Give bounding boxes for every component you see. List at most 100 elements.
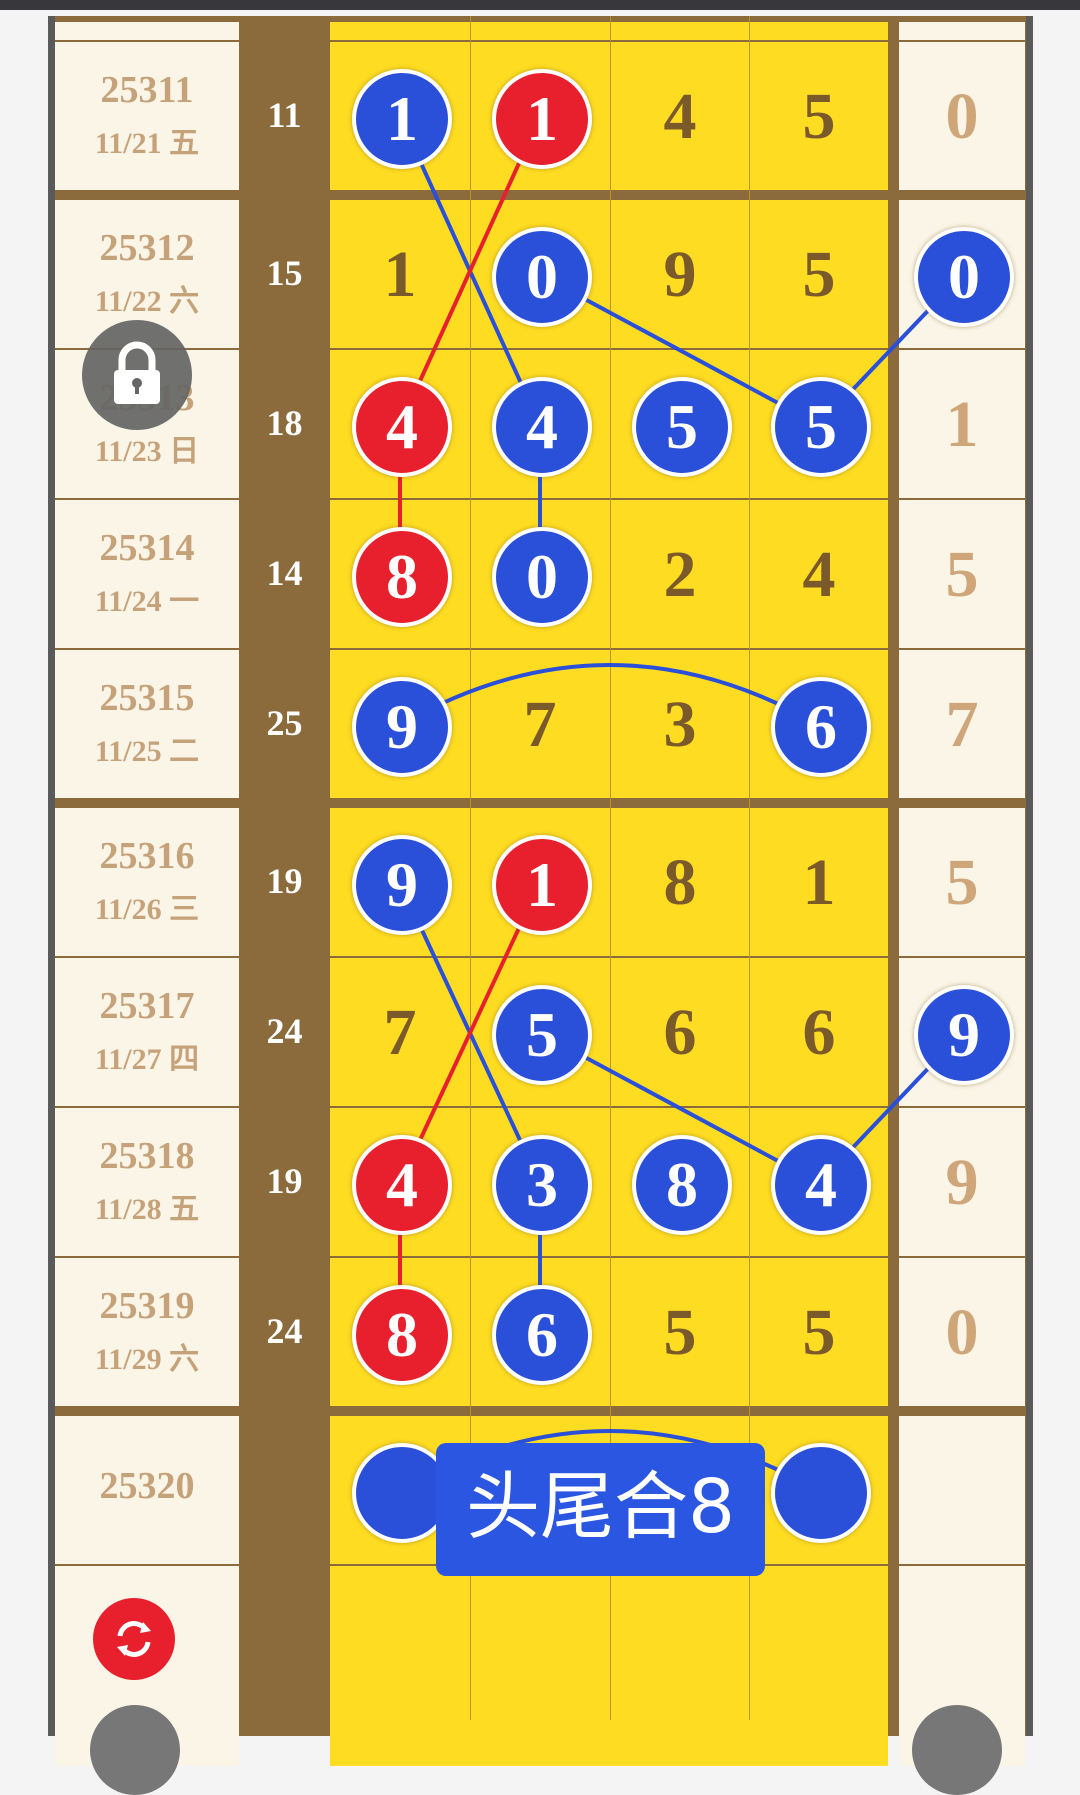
column-divider xyxy=(470,16,471,1720)
blue-ball: 6 xyxy=(771,677,871,777)
digit-sum: 11 xyxy=(267,95,302,135)
right-cell xyxy=(899,1108,1025,1256)
right-cell xyxy=(899,808,1025,956)
digit: 5 xyxy=(802,80,836,153)
sum-cell: 19 xyxy=(239,808,330,956)
issue-cell: 25314 11/24 一 xyxy=(55,500,239,648)
issue-date: 11/23 日 xyxy=(94,435,200,468)
red-ball: 8 xyxy=(352,1285,452,1385)
issue-number: 25316 xyxy=(99,835,195,877)
issue-date: 11/26 三 xyxy=(94,893,200,926)
blue-ball: 0 xyxy=(492,227,592,327)
red-ball: 8 xyxy=(352,527,452,627)
digit: 8 xyxy=(663,846,697,919)
sum-cell: 18 xyxy=(239,350,330,498)
digit: 9 xyxy=(663,238,697,311)
column-divider xyxy=(749,16,750,1720)
issue-cell: 25318 11/28 五 xyxy=(55,1108,239,1256)
digit-sum: 19 xyxy=(266,1161,303,1201)
digit: 7 xyxy=(383,996,417,1069)
red-ball: 4 xyxy=(352,377,452,477)
digit-sum: 18 xyxy=(266,403,303,443)
issue-cell: 25319 11/29 六 xyxy=(55,1258,239,1406)
digit-sum: 14 xyxy=(266,553,303,593)
digit-sum: 24 xyxy=(266,1311,303,1351)
refresh-icon xyxy=(117,1621,151,1657)
bottom-left-button[interactable] xyxy=(90,1705,180,1795)
issue-number: 25311 xyxy=(100,69,194,111)
refresh-button[interactable] xyxy=(93,1598,175,1680)
issue-date: 11/27 四 xyxy=(94,1043,200,1076)
red-trend-line xyxy=(398,116,542,426)
issue-cell: 25316 11/26 三 xyxy=(55,808,239,956)
digit-sum: 25 xyxy=(266,703,303,743)
digit: 1 xyxy=(802,846,836,919)
remainder-digit xyxy=(912,1441,1012,1541)
blue-ball: 4 xyxy=(492,377,592,477)
digit-sum: 24 xyxy=(266,1011,303,1051)
digit: 7 xyxy=(523,688,557,761)
red-trend-line xyxy=(398,882,542,1184)
blue-ball xyxy=(352,1443,452,1543)
right-cell xyxy=(899,650,1025,798)
right-cell xyxy=(899,42,1025,190)
issue-cell: 25311 11/21 五 xyxy=(55,42,239,190)
digit: 4 xyxy=(663,80,697,153)
digits-cell xyxy=(330,200,888,348)
issue-number: 25314 xyxy=(99,527,195,569)
issue-date: 11/29 六 xyxy=(94,1343,200,1376)
issue-number: 25319 xyxy=(99,1285,195,1327)
blue-ball: 9 xyxy=(352,835,452,935)
issue-number: 25315 xyxy=(99,677,195,719)
issue-date: 11/22 六 xyxy=(94,285,200,318)
blue-ball: 0 xyxy=(492,527,592,627)
blue-ball: 3 xyxy=(492,1135,592,1235)
column-divider xyxy=(610,16,611,1720)
blue-trend-line xyxy=(399,663,820,727)
sum-cell: 24 xyxy=(239,1258,330,1406)
issue-date: 11/25 二 xyxy=(94,735,200,768)
lock-button[interactable] xyxy=(82,320,192,430)
blue-ball: 1 xyxy=(352,69,452,169)
issue-cell: 25315 11/25 二 xyxy=(55,650,239,798)
issue-date: 11/24 一 xyxy=(94,585,200,618)
issue-date: 11/28 五 xyxy=(94,1193,200,1226)
digit: 4 xyxy=(802,538,836,611)
right-cell xyxy=(899,1416,1025,1564)
sum-cell: 11 xyxy=(239,42,330,190)
issue-date: 11/21 五 xyxy=(94,127,200,160)
right-cell xyxy=(899,500,1025,648)
issue-number: 25312 xyxy=(99,227,195,269)
sum-cell: 25 xyxy=(239,650,330,798)
remainder-digit: 0 xyxy=(945,1296,979,1369)
blue-ball: 5 xyxy=(771,377,871,477)
blue-ball: 5 xyxy=(492,985,592,1085)
remainder-digit: 0 xyxy=(945,80,979,153)
digit: 6 xyxy=(802,996,836,1069)
digit: 1 xyxy=(383,238,417,311)
right-cell xyxy=(899,1258,1025,1406)
digit: 2 xyxy=(663,538,697,611)
remainder-digit: 5 xyxy=(945,538,979,611)
remainder-digit: 9 xyxy=(945,1146,979,1219)
issue-cell: 25317 11/27 四 xyxy=(55,958,239,1106)
right-header xyxy=(899,22,1025,40)
issue-number: 25320 xyxy=(99,1465,195,1507)
remainder-digit: 7 xyxy=(945,688,979,761)
issue-cell: 25320 xyxy=(55,1416,239,1564)
right-cell xyxy=(899,350,1025,498)
sum-cell: 14 xyxy=(239,500,330,648)
digit: 5 xyxy=(802,1296,836,1369)
left-header xyxy=(55,22,239,40)
bottom-right-button[interactable] xyxy=(912,1705,1002,1795)
blue-trend-line xyxy=(539,1031,820,1185)
prediction-label: 头尾合8 xyxy=(436,1443,765,1576)
issue-number: 25318 xyxy=(99,1135,195,1177)
blue-ball: 4 xyxy=(771,1135,871,1235)
blue-ball: 0 xyxy=(914,227,1014,327)
sum-cell: 24 xyxy=(239,958,330,1106)
digit: 6 xyxy=(663,996,697,1069)
remainder-digit: 1 xyxy=(945,388,979,461)
digits-header xyxy=(330,22,888,40)
red-ball: 4 xyxy=(352,1135,452,1235)
